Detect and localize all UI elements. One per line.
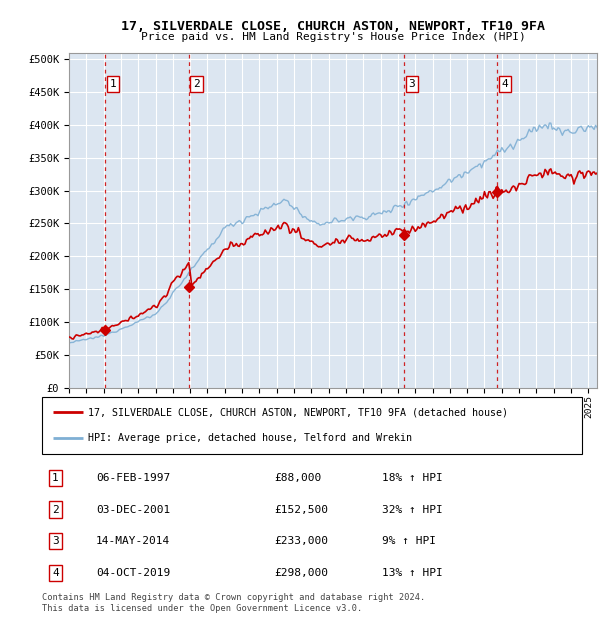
Text: HPI: Average price, detached house, Telford and Wrekin: HPI: Average price, detached house, Telf… xyxy=(88,433,412,443)
Text: 32% ↑ HPI: 32% ↑ HPI xyxy=(382,505,443,515)
Text: 13% ↑ HPI: 13% ↑ HPI xyxy=(382,568,443,578)
Text: 4: 4 xyxy=(52,568,59,578)
Text: £233,000: £233,000 xyxy=(274,536,328,546)
Text: 06-FEB-1997: 06-FEB-1997 xyxy=(96,473,170,483)
Text: 1: 1 xyxy=(110,79,116,89)
Text: 1: 1 xyxy=(52,473,59,483)
Text: 4: 4 xyxy=(502,79,509,89)
Text: 3: 3 xyxy=(52,536,59,546)
Text: 03-DEC-2001: 03-DEC-2001 xyxy=(96,505,170,515)
Text: 2: 2 xyxy=(193,79,200,89)
Text: Contains HM Land Registry data © Crown copyright and database right 2024.
This d: Contains HM Land Registry data © Crown c… xyxy=(42,593,425,613)
Text: 2: 2 xyxy=(52,505,59,515)
FancyBboxPatch shape xyxy=(42,397,582,454)
Text: 04-OCT-2019: 04-OCT-2019 xyxy=(96,568,170,578)
Text: 17, SILVERDALE CLOSE, CHURCH ASTON, NEWPORT, TF10 9FA (detached house): 17, SILVERDALE CLOSE, CHURCH ASTON, NEWP… xyxy=(88,407,508,417)
Text: 17, SILVERDALE CLOSE, CHURCH ASTON, NEWPORT, TF10 9FA: 17, SILVERDALE CLOSE, CHURCH ASTON, NEWP… xyxy=(121,20,545,33)
Text: Price paid vs. HM Land Registry's House Price Index (HPI): Price paid vs. HM Land Registry's House … xyxy=(140,32,526,42)
Text: £298,000: £298,000 xyxy=(274,568,328,578)
Text: 14-MAY-2014: 14-MAY-2014 xyxy=(96,536,170,546)
Text: £88,000: £88,000 xyxy=(274,473,322,483)
Text: £152,500: £152,500 xyxy=(274,505,328,515)
Text: 9% ↑ HPI: 9% ↑ HPI xyxy=(382,536,436,546)
Text: 3: 3 xyxy=(409,79,415,89)
Text: 18% ↑ HPI: 18% ↑ HPI xyxy=(382,473,443,483)
